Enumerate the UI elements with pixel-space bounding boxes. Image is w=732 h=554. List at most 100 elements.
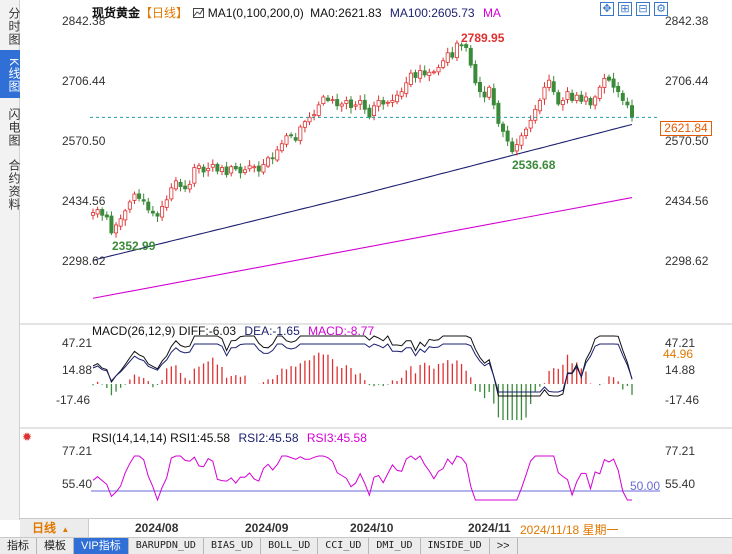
price-tick-right-3: 2570.50 [665, 134, 709, 148]
candle-body [210, 164, 215, 168]
candle-body [298, 126, 303, 141]
candle-body [160, 206, 165, 218]
rsi1-value: RSI1:45.58 [170, 431, 231, 445]
crosshair-icon[interactable]: ✥ [600, 2, 614, 16]
candle-body [302, 121, 307, 128]
candle-body [104, 214, 109, 218]
candle-body [339, 103, 344, 107]
more-tabs-button[interactable]: >> [490, 538, 518, 554]
tab-templates[interactable]: 模板 [37, 538, 74, 554]
candle-body [454, 42, 459, 58]
macd-dea: DEA:-1.65 [244, 324, 300, 338]
rsi-tick-right-1: 77.21 [665, 444, 696, 458]
ma200-path [92, 197, 633, 299]
indicator-tab-bar: 指标 模板 VIP指标 BARUPDN_UD BIAS_UD BOLL_UD C… [0, 537, 732, 554]
candle-body [611, 78, 616, 88]
rsi3-value: RSI3:45.58 [306, 431, 367, 445]
candle-body [556, 92, 561, 105]
low-price-label-early: 2352.99 [112, 239, 156, 253]
macd-tick-right-3: -17.46 [665, 393, 700, 407]
left-tab-bar: 分时图 K线图 闪电图 合约资料 [0, 0, 21, 520]
date-label-sep: 2024/09 [245, 521, 289, 535]
price-tick-left-4: 2434.56 [62, 194, 106, 208]
candle-body [574, 94, 579, 101]
zoom-out-icon[interactable]: ⊟ [636, 2, 650, 16]
tab-kline[interactable]: K线图 [0, 50, 21, 98]
candle-body [206, 168, 211, 172]
price-tick-right-4: 2434.56 [665, 194, 709, 208]
tab-vip-indicators[interactable]: VIP指标 [74, 538, 129, 554]
tab-indicators[interactable]: 指标 [0, 538, 37, 554]
candle-body [630, 105, 635, 118]
candle-body [312, 114, 317, 117]
candle-body [187, 183, 192, 190]
macd-params: MACD(26,12,9) [92, 324, 176, 338]
candle-body [422, 70, 427, 76]
candle-body [491, 88, 496, 106]
candle-body [376, 100, 381, 107]
date-axis: 日线 ▲ 2024/08 2024/09 2024/10 2024/11 202… [20, 518, 732, 537]
candle-body [395, 94, 400, 103]
ma-toggle-icon[interactable] [193, 8, 205, 18]
tab-flash-chart[interactable]: 闪电图 [7, 107, 21, 147]
rsi-settings-icon[interactable]: ✹ [22, 430, 33, 444]
date-label-aug: 2024/08 [135, 521, 179, 535]
macd-diff-line [92, 335, 633, 397]
period-selector-button[interactable]: 日线 ▲ [20, 519, 89, 537]
candle-body [560, 100, 565, 105]
candle-body [164, 199, 169, 208]
tab-boll[interactable]: BOLL_UD [261, 538, 319, 554]
candle-body [477, 81, 482, 93]
macd-tick-left-1: 47.21 [62, 336, 93, 350]
period-label: 【日线】 [140, 6, 189, 20]
candle-body [464, 44, 469, 48]
tab-bias[interactable]: BIAS_UD [204, 538, 262, 554]
candle-body [233, 166, 238, 170]
candlestick-series [91, 40, 635, 238]
tab-cci[interactable]: CCI_UD [318, 538, 370, 554]
candle-body [316, 104, 321, 116]
candle-body [528, 119, 533, 129]
rsi-params: RSI(14,14,14) [92, 431, 167, 445]
candle-body [284, 135, 289, 145]
candle-body [173, 180, 178, 190]
current-price-box: 2621.84 [660, 121, 712, 136]
settings-icon[interactable]: ⚙ [654, 2, 668, 16]
candle-body [215, 163, 220, 172]
candle-body [344, 100, 349, 104]
tab-contract-info[interactable]: 合约资料 [7, 159, 21, 211]
macd-tick-left-2: 14.88 [62, 363, 93, 377]
zoom-in-icon[interactable]: ⊞ [618, 2, 632, 16]
chart-canvas[interactable] [20, 0, 732, 520]
ma100-value: MA100:2605.73 [389, 6, 475, 20]
candle-body [579, 94, 584, 102]
candle-body [588, 98, 593, 106]
candle-body [551, 81, 556, 93]
candle-body [321, 96, 326, 104]
candle-body [625, 101, 630, 106]
ma100-line [92, 123, 633, 261]
candle-body [100, 209, 105, 216]
tab-inside[interactable]: INSIDE_UD [421, 538, 490, 554]
candle-body [519, 135, 524, 146]
tab-barupdn[interactable]: BARUPDN_UD [129, 538, 204, 554]
candle-body [348, 99, 353, 108]
candle-body [399, 91, 404, 97]
candle-body [114, 224, 119, 234]
candle-body [620, 92, 625, 101]
tab-timeshare[interactable]: 分时图 [7, 6, 21, 46]
tab-dmi[interactable]: DMI_UD [369, 538, 421, 554]
ma-extra-label: MA [482, 6, 501, 20]
kline-chart[interactable]: 现货黄金【日线】 MA1(0,100,200,0) MA0:2621.83 MA… [20, 0, 732, 520]
candle-body [91, 212, 96, 216]
candle-body [606, 76, 611, 81]
candle-body [514, 144, 519, 152]
high-price-label: 2789.95 [461, 31, 505, 45]
instrument-name: 现货黄金 [92, 6, 141, 20]
candle-body [418, 70, 423, 79]
candle-body [192, 167, 197, 184]
price-tick-left-2: 2706.44 [62, 74, 106, 88]
candle-body [436, 66, 441, 73]
candle-body [431, 71, 436, 74]
macd-diff: DIFF:-6.03 [178, 324, 237, 338]
